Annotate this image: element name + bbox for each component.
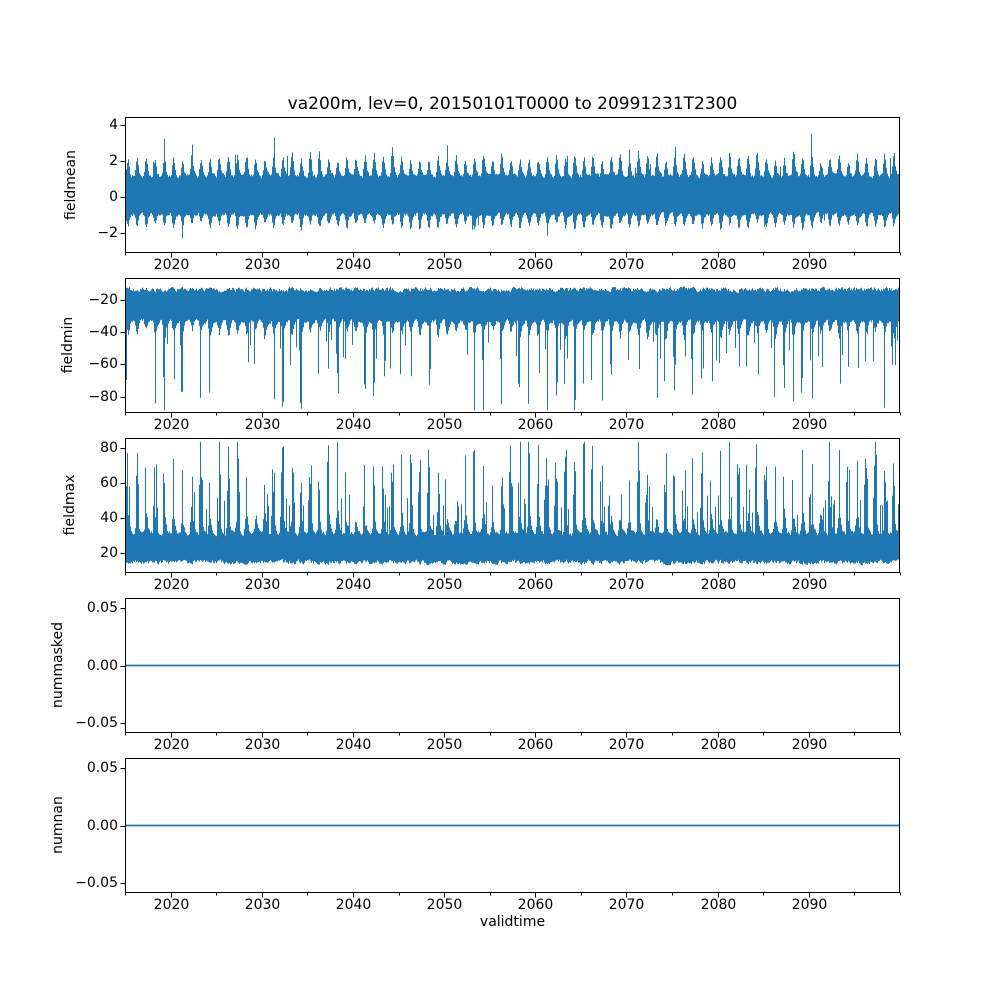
x-tick-label: 2080 [700, 897, 737, 913]
x-tick-label: 2060 [517, 897, 554, 913]
x-tick-label: 2090 [791, 257, 828, 273]
y-tick-label: 0.05 [86, 760, 118, 776]
x-tick-label: 2030 [244, 577, 281, 593]
axes-frame-2 [120, 438, 901, 578]
x-tick-label: 2040 [335, 897, 372, 913]
x-tick-label: 2080 [700, 577, 737, 593]
x-tick-label: 2070 [608, 737, 645, 753]
y-tick-label: 0.00 [86, 818, 118, 834]
x-tick-label: 2050 [426, 577, 463, 593]
x-tick-label: 2060 [517, 577, 554, 593]
x-tick-label: 2080 [700, 417, 737, 433]
y-tick-label: 0.00 [86, 658, 118, 674]
x-axis-label: validtime [479, 914, 546, 930]
y-axis-label-fieldmean: fieldmean [63, 150, 79, 220]
x-tick-label: 2060 [517, 257, 554, 273]
axes-frame-1 [120, 278, 901, 418]
series-fieldmean [125, 133, 900, 239]
y-axis-label-nummasked: nummasked [50, 621, 66, 709]
x-tick-label: 2020 [153, 257, 190, 273]
x-tick-label: 2050 [426, 257, 463, 273]
x-tick-label: 2090 [791, 417, 828, 433]
x-tick-label: 2090 [791, 897, 828, 913]
x-tick-label: 2060 [517, 737, 554, 753]
x-tick-label: 2040 [335, 417, 372, 433]
x-tick-label: 2050 [426, 897, 463, 913]
y-tick-label: 60 [100, 475, 118, 491]
y-tick-label: −0.05 [75, 715, 118, 731]
x-tick-label: 2020 [153, 737, 190, 753]
series-fieldmax [125, 441, 900, 566]
y-tick-label: −80 [88, 389, 118, 405]
y-tick-label: −60 [88, 356, 118, 372]
x-tick-label: 2050 [426, 417, 463, 433]
y-tick-label: 80 [100, 440, 118, 456]
y-tick-label: 0.05 [86, 600, 118, 616]
x-tick-label: 2080 [700, 737, 737, 753]
y-tick-label: −40 [88, 324, 118, 340]
figure-title: va200m, lev=0, 20150101T0000 to 20991231… [287, 94, 738, 114]
y-tick-label: −2 [97, 225, 118, 241]
y-tick-label: 20 [100, 545, 118, 561]
y-tick-label: 4 [109, 117, 118, 133]
x-tick-label: 2030 [244, 737, 281, 753]
x-tick-label: 2070 [608, 417, 645, 433]
x-tick-label: 2030 [244, 897, 281, 913]
x-tick-label: 2080 [700, 257, 737, 273]
x-tick-label: 2070 [608, 897, 645, 913]
y-tick-label: 2 [109, 153, 118, 169]
x-tick-label: 2090 [791, 577, 828, 593]
x-tick-label: 2090 [791, 737, 828, 753]
x-tick-label: 2040 [335, 257, 372, 273]
x-tick-label: 2030 [244, 257, 281, 273]
x-tick-label: 2040 [335, 737, 372, 753]
y-tick-label: −0.05 [75, 875, 118, 891]
y-axis-label-numnan: numnan [50, 796, 66, 854]
x-tick-label: 2030 [244, 417, 281, 433]
x-tick-label: 2020 [153, 417, 190, 433]
x-tick-label: 2060 [517, 417, 554, 433]
x-tick-label: 2040 [335, 577, 372, 593]
x-tick-label: 2020 [153, 897, 190, 913]
axes-frame-4 [120, 758, 901, 898]
x-tick-label: 2070 [608, 577, 645, 593]
y-axis-label-fieldmin: fieldmin [60, 316, 76, 374]
x-tick-label: 2050 [426, 737, 463, 753]
series-fieldmin [125, 286, 900, 411]
axes-frame-3 [120, 598, 901, 738]
x-tick-label: 2070 [608, 257, 645, 273]
y-tick-label: 40 [100, 510, 118, 526]
y-tick-label: −20 [88, 292, 118, 308]
x-tick-label: 2020 [153, 577, 190, 593]
axes-frame-0 [120, 117, 901, 258]
y-axis-label-fieldmax: fieldmax [62, 474, 78, 536]
y-tick-label: 0 [109, 189, 118, 205]
